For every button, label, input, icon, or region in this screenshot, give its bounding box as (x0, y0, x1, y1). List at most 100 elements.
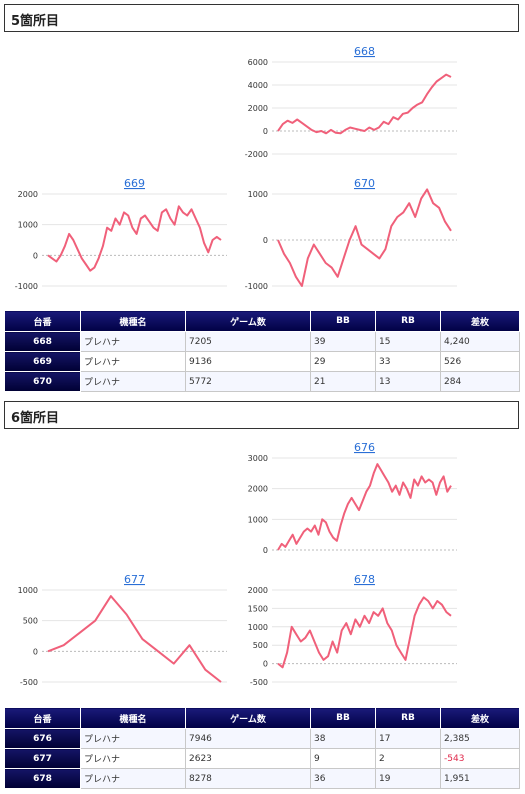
col-header: 台番 (4, 310, 81, 332)
col-header: 機種名 (80, 310, 186, 332)
chart-670: 670 1000 0 -1000 (240, 176, 465, 296)
series-line (277, 188, 452, 287)
y-tick-label: 4000 (248, 81, 268, 90)
game-count: 2623 (185, 748, 311, 769)
series-line (277, 596, 452, 669)
machine-number[interactable]: 668 (4, 331, 81, 352)
series-line (47, 205, 222, 272)
y-tick-label: 500 (23, 617, 38, 626)
col-header: 差枚 (440, 707, 520, 729)
y-tick-label: 1000 (248, 190, 268, 199)
rb-count: 19 (375, 768, 441, 789)
game-count: 7205 (185, 331, 311, 352)
game-count: 8278 (185, 768, 311, 789)
y-tick-label: 2000 (248, 586, 268, 595)
y-tick-label: 0 (33, 647, 38, 656)
section-title: 5箇所目 (11, 14, 60, 29)
series-line (277, 73, 452, 135)
section-header-1: 5箇所目 (4, 4, 519, 32)
y-tick-label: 2000 (248, 104, 268, 113)
machine-table-1: 台番 機種名 ゲーム数 BB RB 差枚 668 プレハナ 7205 39 15… (4, 310, 520, 392)
table-row[interactable]: 669 プレハナ 9136 29 33 526 (4, 351, 520, 372)
rb-count: 15 (375, 331, 441, 352)
y-tick-label: -2000 (245, 150, 268, 159)
line-chart: 669 2000 1000 0 -1000 (15, 177, 227, 291)
col-header: RB (375, 310, 441, 332)
y-tick-label: 6000 (248, 58, 268, 67)
col-header: ゲーム数 (185, 707, 311, 729)
chart-title-link[interactable]: 678 (354, 573, 375, 586)
coin-diff: -543 (440, 748, 520, 769)
y-tick-label: 500 (253, 641, 268, 650)
chart-669: 669 2000 1000 0 -1000 (10, 176, 235, 296)
col-header: 機種名 (80, 707, 186, 729)
bb-count: 38 (310, 728, 376, 749)
chart-677: 677 1000 500 0 -500 (10, 572, 235, 692)
col-header: BB (310, 707, 376, 729)
col-header: RB (375, 707, 441, 729)
machine-name: プレハナ (80, 728, 186, 749)
y-tick-label: 1000 (248, 623, 268, 632)
table-row[interactable]: 678 プレハナ 8278 36 19 1,951 (4, 768, 520, 789)
chart-676: 676 3000 2000 1000 0 (240, 440, 465, 560)
machine-number[interactable]: 677 (4, 748, 81, 769)
bb-count: 9 (310, 748, 376, 769)
coin-diff: 4,240 (440, 331, 520, 352)
col-header: 台番 (4, 707, 81, 729)
y-tick-label: 0 (263, 546, 268, 555)
table-row[interactable]: 668 プレハナ 7205 39 15 4,240 (4, 331, 520, 352)
col-header: BB (310, 310, 376, 332)
game-count: 9136 (185, 351, 311, 372)
machine-number[interactable]: 669 (4, 351, 81, 372)
game-count: 7946 (185, 728, 311, 749)
rb-count: 17 (375, 728, 441, 749)
machine-number[interactable]: 678 (4, 768, 81, 789)
y-tick-label: 0 (263, 236, 268, 245)
coin-diff: 284 (440, 371, 520, 392)
bb-count: 29 (310, 351, 376, 372)
table-row[interactable]: 676 プレハナ 7946 38 17 2,385 (4, 728, 520, 749)
machine-name: プレハナ (80, 768, 186, 789)
line-chart: 677 1000 500 0 -500 (18, 573, 227, 687)
chart-678: 678 2000 1500 1000 500 0 -500 (240, 572, 465, 692)
y-tick-label: 1000 (18, 586, 38, 595)
col-header: 差枚 (440, 310, 520, 332)
machine-number[interactable]: 676 (4, 728, 81, 749)
series-line (47, 595, 222, 683)
y-tick-label: 1000 (248, 515, 268, 524)
y-tick-label: -1000 (245, 282, 268, 291)
y-tick-label: 0 (263, 660, 268, 669)
line-chart: 676 3000 2000 1000 0 (248, 441, 457, 555)
machine-name: プレハナ (80, 748, 186, 769)
coin-diff: 2,385 (440, 728, 520, 749)
machine-number[interactable]: 670 (4, 371, 81, 392)
y-tick-label: 2000 (248, 485, 268, 494)
section-title: 6箇所目 (11, 411, 60, 426)
table-header-row: 台番 機種名 ゲーム数 BB RB 差枚 (4, 310, 520, 332)
coin-diff: 1,951 (440, 768, 520, 789)
rb-count: 13 (375, 371, 441, 392)
machine-name: プレハナ (80, 331, 186, 352)
chart-title-link[interactable]: 677 (124, 573, 145, 586)
bb-count: 21 (310, 371, 376, 392)
machine-table-2: 台番 機種名 ゲーム数 BB RB 差枚 676 プレハナ 7946 38 17… (4, 707, 520, 789)
y-tick-label: 0 (263, 127, 268, 136)
machine-name: プレハナ (80, 351, 186, 372)
rb-count: 33 (375, 351, 441, 372)
y-tick-label: 1500 (248, 604, 268, 613)
section-header-2: 6箇所目 (4, 401, 519, 429)
chart-title-link[interactable]: 668 (354, 45, 375, 58)
y-tick-label: -500 (250, 678, 268, 687)
table-row[interactable]: 670 プレハナ 5772 21 13 284 (4, 371, 520, 392)
y-tick-label: -1000 (15, 282, 38, 291)
chart-668: 668 6000 4000 2000 0 -2000 (240, 44, 465, 164)
chart-title-link[interactable]: 669 (124, 177, 145, 190)
table-row[interactable]: 677 プレハナ 2623 9 2 -543 (4, 748, 520, 769)
line-chart: 670 1000 0 -1000 (245, 177, 457, 291)
game-count: 5772 (185, 371, 311, 392)
line-chart: 668 6000 4000 2000 0 -2000 (245, 45, 457, 159)
machine-name: プレハナ (80, 371, 186, 392)
chart-title-link[interactable]: 670 (354, 177, 375, 190)
bb-count: 36 (310, 768, 376, 789)
chart-title-link[interactable]: 676 (354, 441, 375, 454)
